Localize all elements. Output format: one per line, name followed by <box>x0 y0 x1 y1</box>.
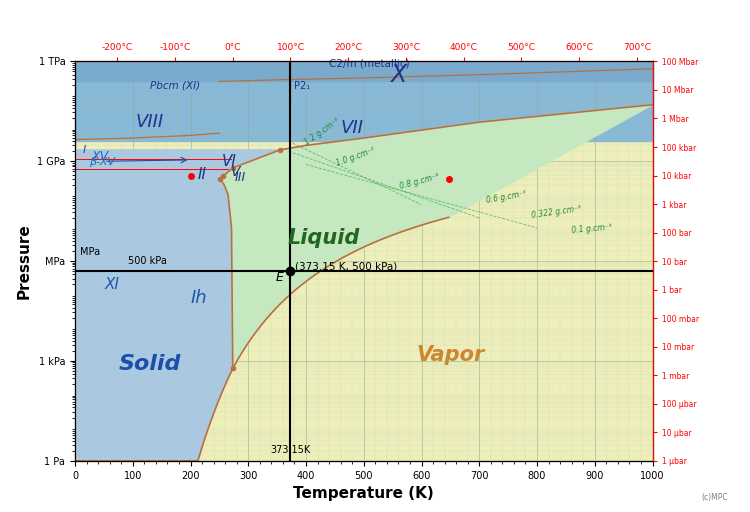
Text: II: II <box>197 167 206 182</box>
Text: XV: XV <box>92 150 108 163</box>
Text: MPa: MPa <box>80 247 100 257</box>
Text: 500 kPa: 500 kPa <box>128 257 167 266</box>
Text: Solid: Solid <box>119 354 182 374</box>
Text: C2/m (metallic): C2/m (metallic) <box>329 58 410 69</box>
Text: Pbcm (XI): Pbcm (XI) <box>150 81 200 91</box>
Text: E: E <box>275 271 284 284</box>
Text: XI: XI <box>105 277 120 292</box>
X-axis label: Temperature (K): Temperature (K) <box>293 486 434 501</box>
Text: P2₁: P2₁ <box>295 81 310 91</box>
Text: X: X <box>390 62 406 87</box>
Text: 0.8 g.cm⁻³: 0.8 g.cm⁻³ <box>398 172 439 190</box>
Text: I: I <box>83 145 86 155</box>
Text: VII: VII <box>340 119 364 137</box>
Text: (c)MPC: (c)MPC <box>700 493 727 502</box>
Text: III: III <box>235 171 246 184</box>
Text: 0.322 g.cm⁻³: 0.322 g.cm⁻³ <box>531 204 582 220</box>
Polygon shape <box>75 150 280 461</box>
Text: 373.15K: 373.15K <box>270 445 310 455</box>
Text: 0.6 g.cm⁻³: 0.6 g.cm⁻³ <box>485 189 526 205</box>
Polygon shape <box>220 105 652 368</box>
Text: β-XV: β-XV <box>89 157 116 167</box>
Text: 0.1 g.cm⁻³: 0.1 g.cm⁻³ <box>572 223 613 235</box>
Text: Ih: Ih <box>190 289 208 307</box>
Text: VIII: VIII <box>136 113 164 131</box>
Text: V: V <box>231 165 240 179</box>
Text: VI: VI <box>222 154 237 169</box>
Text: (373.15 K, 500 kPa): (373.15 K, 500 kPa) <box>295 261 398 271</box>
Text: 1.2 g.cm⁻³: 1.2 g.cm⁻³ <box>303 117 341 147</box>
Y-axis label: Pressure: Pressure <box>16 223 32 299</box>
Text: Vapor: Vapor <box>416 345 484 365</box>
Text: Liquid: Liquid <box>287 228 359 248</box>
Text: 1.0 g.cm⁻³: 1.0 g.cm⁻³ <box>334 146 376 168</box>
